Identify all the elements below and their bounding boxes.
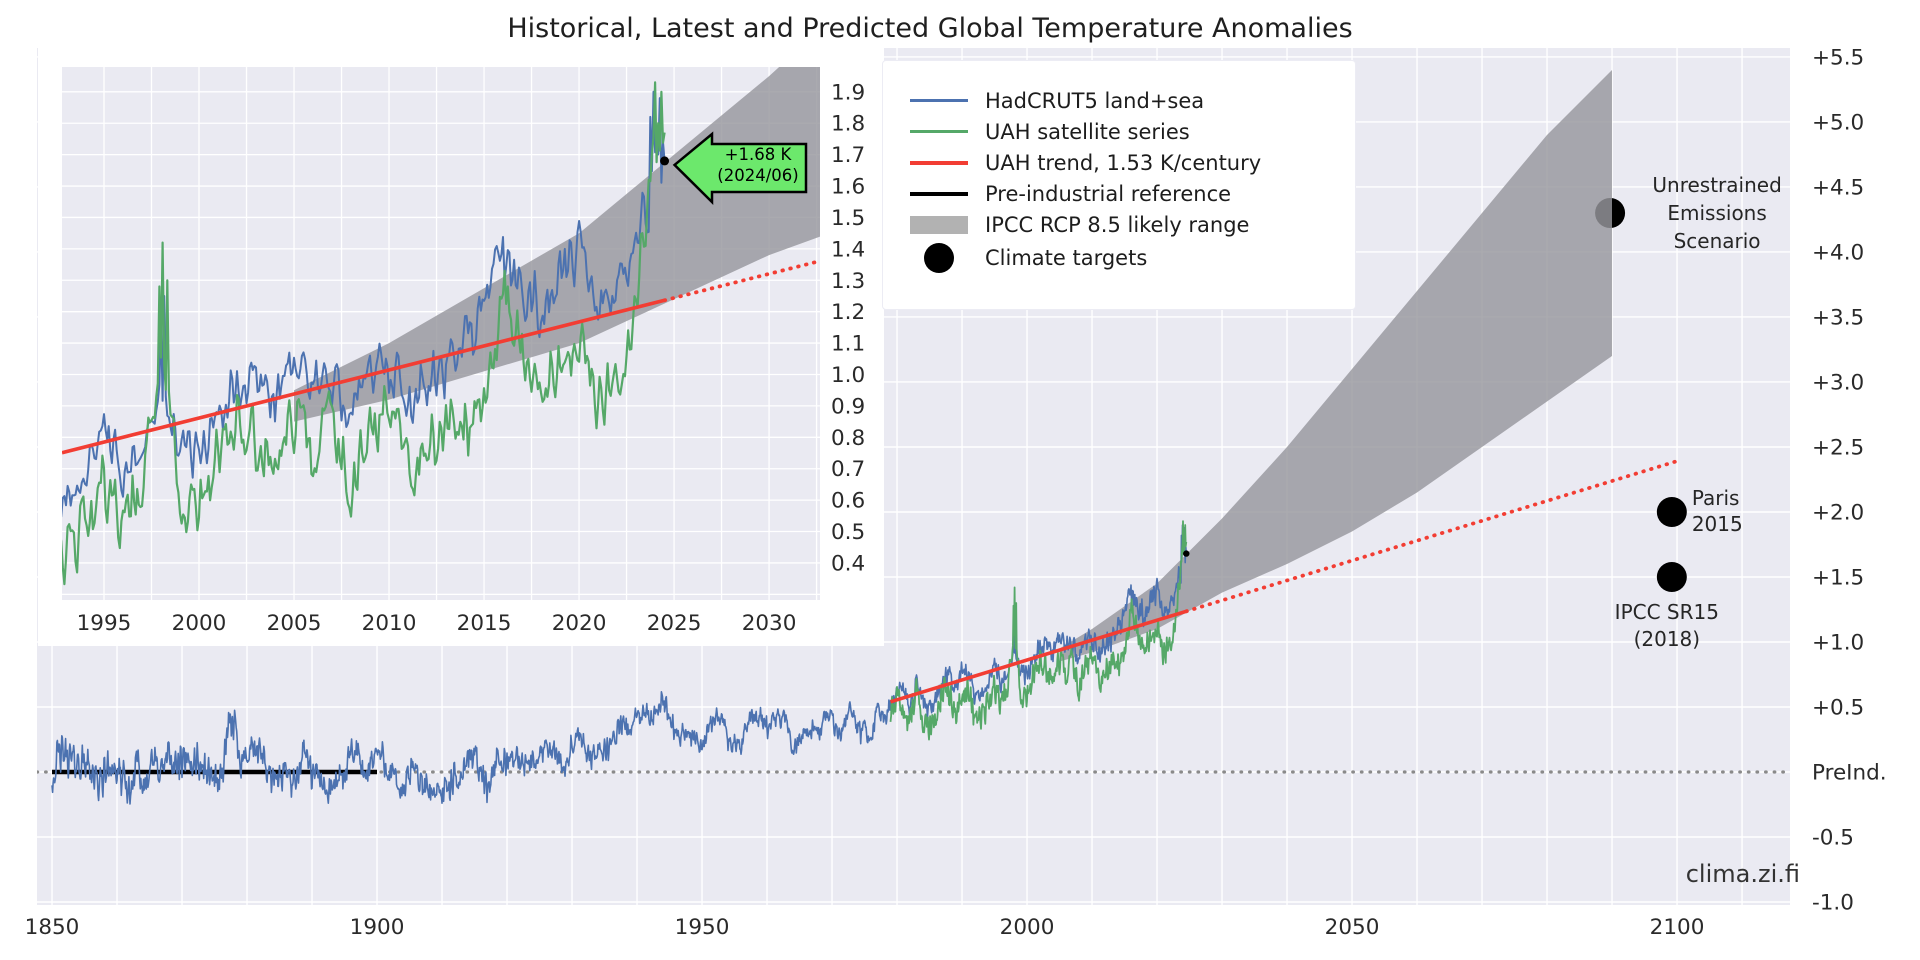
inset-y-tick-label: 1.7 — [831, 143, 865, 168]
inset-x-tick-label: 2010 — [362, 611, 417, 636]
watermark: clima.zi.fi — [1685, 860, 1800, 888]
rcp85-band — [1059, 70, 1612, 662]
main-y-tick-label: PreInd. — [1812, 761, 1887, 786]
inset-y-tick-label: 1.6 — [831, 175, 865, 200]
main-y-tick-label: -1.0 — [1812, 891, 1854, 916]
inset-x-tick-label: 2000 — [172, 611, 227, 636]
main-y-tick-label: +2.0 — [1812, 500, 1864, 525]
legend-label: Climate targets — [985, 245, 1148, 270]
main-y-tick-label: -0.5 — [1812, 826, 1854, 851]
legend-label: HadCRUT5 land+sea — [985, 88, 1205, 113]
main-x-tick-label: 2100 — [1650, 915, 1705, 940]
legend-swatch-icon — [909, 215, 969, 234]
main-x-tick-label: 1900 — [350, 915, 405, 940]
latest-point-marker — [1183, 550, 1190, 557]
inset-y-tick-label: 1.8 — [831, 112, 865, 137]
inset-y-tick-label: 1.5 — [831, 206, 865, 231]
uah-line-inset — [62, 81, 666, 586]
inset-x-tick-label: 2030 — [742, 611, 797, 636]
uah-trend-line-inset — [62, 298, 666, 455]
uah-line — [889, 520, 1188, 741]
legend-item-2: UAH trend, 1.53 K/century — [909, 147, 1355, 178]
inset-x-tick-label: 2005 — [267, 611, 322, 636]
inset-y-tick-label: 1.3 — [831, 269, 865, 294]
hadcrut5-line — [51, 524, 1188, 805]
legend-swatch-icon — [909, 130, 969, 133]
legend-label: UAH satellite series — [985, 119, 1190, 144]
legend-swatch-icon — [909, 191, 969, 196]
inset-x-tick-label: 2015 — [457, 611, 512, 636]
inset-x-tick-label: 2025 — [647, 611, 702, 636]
legend-item-4: IPCC RCP 8.5 likely range — [909, 209, 1355, 240]
inset-y-tick-label: 0.7 — [831, 457, 865, 482]
inset-y-tick-label: 1.0 — [831, 363, 865, 388]
main-y-tick-label: +2.5 — [1812, 435, 1864, 460]
main-x-tick-label: 2000 — [1000, 915, 1055, 940]
main-y-tick-label: +0.5 — [1812, 696, 1864, 721]
inset-x-tick-label: 2020 — [552, 611, 607, 636]
inset-y-tick-label: 1.2 — [831, 300, 865, 325]
legend-item-5: Climate targets — [909, 240, 1355, 275]
main-x-tick-label: 1850 — [25, 915, 80, 940]
climate-target-dot — [1656, 561, 1687, 592]
legend-label: Pre-industrial reference — [985, 181, 1232, 206]
inset-y-tick-label: 0.8 — [831, 426, 865, 451]
latest-value-arrow — [672, 131, 808, 205]
hadcrut5-line-inset — [62, 90, 666, 518]
legend-item-3: Pre-industrial reference — [909, 178, 1355, 209]
main-y-tick-label: +1.5 — [1812, 565, 1864, 590]
legend-swatch-icon — [909, 99, 969, 102]
climate-target-dot — [1656, 496, 1687, 527]
legend: HadCRUT5 land+sea UAH satellite series UAH… — [882, 60, 1356, 310]
latest-point-marker-inset — [660, 156, 670, 166]
legend-swatch-icon — [909, 160, 969, 165]
inset-y-tick-label: 1.9 — [831, 80, 865, 105]
legend-item-0: HadCRUT5 land+sea — [909, 85, 1355, 116]
inset-y-tick-label: 0.5 — [831, 520, 865, 545]
main-y-tick-label: +3.5 — [1812, 305, 1864, 330]
main-plot-series — [37, 70, 1790, 805]
inset-y-tick-label: 1.4 — [831, 237, 865, 262]
main-y-tick-label: +1.0 — [1812, 630, 1864, 655]
inset-y-tick-label: 0.6 — [831, 489, 865, 514]
latest-value-annotation: +1.68 K (2024/06) — [710, 144, 806, 186]
inset-x-tick-label: 1995 — [77, 611, 132, 636]
target-label-2: IPCC SR15 (2018) — [1614, 599, 1719, 651]
main-x-tick-label: 2050 — [1325, 915, 1380, 940]
inset-y-tick-label: 0.9 — [831, 394, 865, 419]
target-label-0: Unrestrained Emissions Scenario — [1652, 172, 1782, 253]
legend-label: UAH trend, 1.53 K/century — [985, 150, 1262, 175]
inset-y-tick-label: 0.4 — [831, 551, 865, 576]
uah-trend-line — [889, 609, 1187, 704]
uah-trend-extrapolation — [1184, 459, 1679, 614]
axis-tick-labels: 1850 1900 1950 2000 2050 2100 +5.5 +5.0 +4.5 +4.0… — [25, 45, 1887, 940]
climate-target-marker-icon — [909, 242, 969, 273]
inset-y-tick-label: 1.1 — [831, 332, 865, 357]
annotations-layer — [672, 131, 808, 205]
main-y-tick-label: +5.0 — [1812, 110, 1864, 135]
uah-trend-extrapolation-inset — [662, 259, 820, 303]
main-y-tick-label: +4.5 — [1812, 175, 1864, 200]
main-y-tick-label: +5.5 — [1812, 45, 1864, 70]
legend-label: IPCC RCP 8.5 likely range — [985, 212, 1250, 237]
main-x-tick-label: 1950 — [675, 915, 730, 940]
latest-value-line1: +1.68 K — [724, 145, 792, 164]
main-y-tick-label: +3.0 — [1812, 370, 1864, 395]
main-y-tick-label: +4.0 — [1812, 240, 1864, 265]
chart-title: Historical, Latest and Predicted Global … — [507, 13, 1353, 44]
legend-item-1: UAH satellite series — [909, 116, 1355, 147]
latest-value-line2: (2024/06) — [717, 166, 799, 185]
target-label-1: Paris 2015 — [1691, 485, 1743, 536]
